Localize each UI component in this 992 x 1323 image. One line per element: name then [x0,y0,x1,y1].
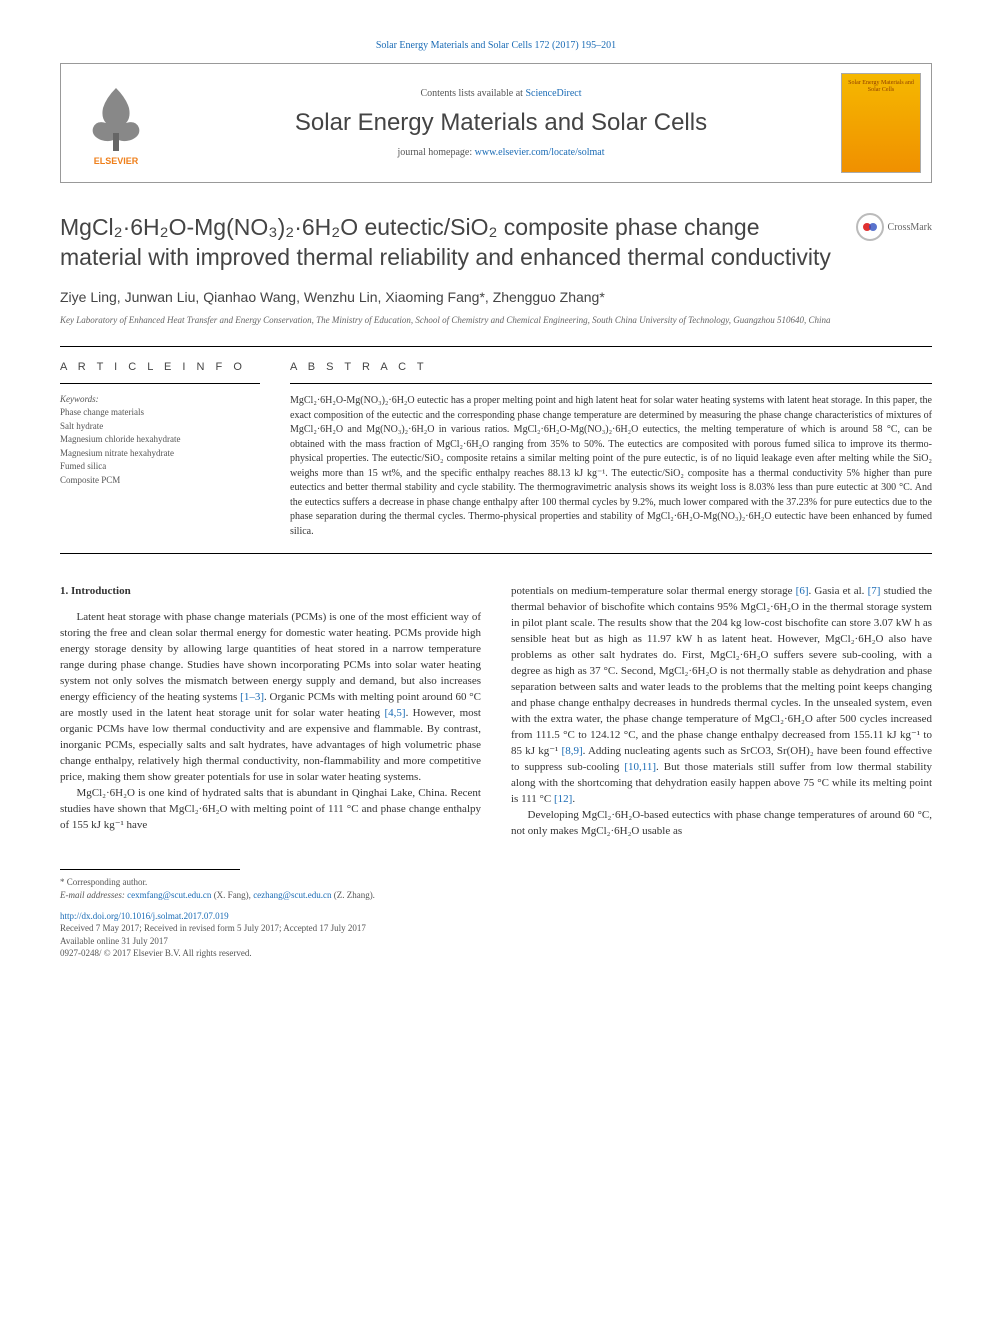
email-link[interactable]: cexmfang@scut.edu.cn [127,890,211,900]
abstract-text: MgCl₂·6H₂O-Mg(NO₃)₂·6H₂O eutectic has a … [290,394,932,539]
body-paragraph: Latent heat storage with phase change ma… [60,610,481,785]
body-text: potentials on medium-temperature solar t… [511,585,796,597]
email-name: (X. Fang), [211,890,253,900]
corresponding-author: * Corresponding author. [60,876,932,889]
article-title: MgCl₂·6H₂O-Mg(NO₃)₂·6H₂O eutectic/SiO₂ c… [60,213,836,273]
copyright-line: 0927-0248/ © 2017 Elsevier B.V. All righ… [60,947,932,960]
divider-top [60,346,932,347]
email-label: E-mail addresses: [60,890,127,900]
email-line: E-mail addresses: cexmfang@scut.edu.cn (… [60,889,932,902]
author-list: Ziye Ling, Junwan Liu, Qianhao Wang, Wen… [60,289,932,305]
introduction-heading: 1. Introduction [60,584,481,600]
info-divider [60,383,260,384]
citation-link[interactable]: [4,5] [384,707,405,719]
email-link[interactable]: cezhang@scut.edu.cn [253,890,331,900]
info-abstract-row: A R T I C L E I N F O Keywords: Phase ch… [60,361,932,539]
top-citation: Solar Energy Materials and Solar Cells 1… [60,40,932,51]
crossmark-icon [856,213,884,241]
keywords-list: Phase change materials Salt hydrate Magn… [60,406,260,487]
body-paragraph: MgCl₂·6H₂O is one kind of hydrated salts… [60,786,481,834]
abstract-heading: A B S T R A C T [290,361,932,373]
journal-name: Solar Energy Materials and Solar Cells [181,109,821,137]
elsevier-logo-box: ELSEVIER [61,64,171,182]
keyword-item: Magnesium nitrate hexahydrate [60,447,260,461]
footer-rule [60,869,240,870]
elsevier-logo-icon: ELSEVIER [81,78,151,168]
sciencedirect-link[interactable]: ScienceDirect [525,88,581,99]
journal-cover-box: Solar Energy Materials and Solar Cells [831,64,931,182]
body-column-right: potentials on medium-temperature solar t… [511,584,932,839]
keyword-item: Fumed silica [60,460,260,474]
svg-text:ELSEVIER: ELSEVIER [94,156,139,166]
homepage-line: journal homepage: www.elsevier.com/locat… [181,147,821,158]
received-line: Received 7 May 2017; Received in revised… [60,922,932,935]
body-paragraph: Developing MgCl₂·6H₂O-based eutectics wi… [511,808,932,840]
title-row: MgCl₂·6H₂O-Mg(NO₃)₂·6H₂O eutectic/SiO₂ c… [60,213,932,273]
affiliation: Key Laboratory of Enhanced Heat Transfer… [60,315,932,327]
journal-cover-thumbnail: Solar Energy Materials and Solar Cells [841,73,921,173]
abstract-column: A B S T R A C T MgCl₂·6H₂O-Mg(NO₃)₂·6H₂O… [290,361,932,539]
citation-link[interactable]: [10,11] [624,761,656,773]
citation-link[interactable]: [7] [868,585,881,597]
body-text: studied the thermal behavior of bischofi… [511,585,932,756]
doi-link[interactable]: http://dx.doi.org/10.1016/j.solmat.2017.… [60,911,229,921]
homepage-link[interactable]: www.elsevier.com/locate/solmat [475,147,605,158]
keyword-item: Magnesium chloride hexahydrate [60,433,260,447]
body-text: . [572,793,575,805]
citation-link[interactable]: [1–3] [240,691,264,703]
citation-link[interactable]: [6] [796,585,809,597]
body-text: . Gasia et al. [809,585,868,597]
available-line: Available online 31 July 2017 [60,935,932,948]
journal-header: ELSEVIER Contents lists available at Sci… [60,63,932,183]
footer-block: * Corresponding author. E-mail addresses… [60,869,932,960]
keywords-label: Keywords: [60,394,260,404]
body-text: Latent heat storage with phase change ma… [60,611,481,703]
citation-link[interactable]: [12] [554,793,572,805]
email-name: (Z. Zhang). [331,890,374,900]
contents-list-line: Contents lists available at ScienceDirec… [181,88,821,99]
abstract-divider [290,383,932,384]
divider-bottom [60,553,932,554]
article-info-heading: A R T I C L E I N F O [60,361,260,373]
keyword-item: Phase change materials [60,406,260,420]
crossmark-badge[interactable]: CrossMark [856,213,932,241]
keyword-item: Composite PCM [60,474,260,488]
article-info-column: A R T I C L E I N F O Keywords: Phase ch… [60,361,260,539]
body-column-left: 1. Introduction Latent heat storage with… [60,584,481,839]
body-paragraph: potentials on medium-temperature solar t… [511,584,932,807]
header-center: Contents lists available at ScienceDirec… [171,64,831,182]
body-columns: 1. Introduction Latent heat storage with… [60,584,932,839]
contents-prefix: Contents lists available at [420,88,525,99]
keyword-item: Salt hydrate [60,420,260,434]
homepage-prefix: journal homepage: [397,147,474,158]
citation-link[interactable]: [8,9] [562,745,583,757]
crossmark-label: CrossMark [888,222,932,233]
